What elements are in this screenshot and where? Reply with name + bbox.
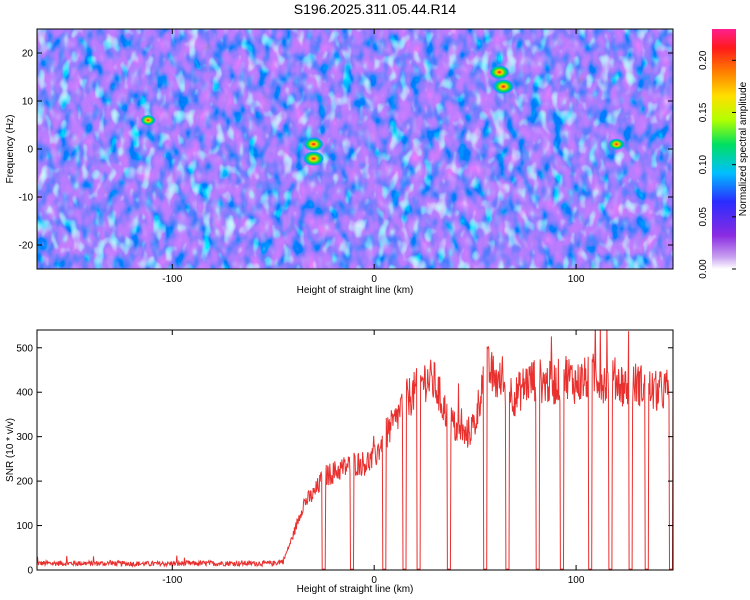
colorbar: 0.00 0.05 0.10 0.15 0.20 Normalized spectral… bbox=[698, 29, 749, 279]
snr-x-tick-label: 0 bbox=[371, 575, 377, 586]
colorbar-gradient bbox=[712, 29, 736, 269]
spectrogram-x-tick-label: 0 bbox=[371, 274, 377, 285]
spectrogram-y-tick-label: 0 bbox=[27, 145, 33, 156]
spectrogram-y-ticks: -20 -10 0 10 20 bbox=[19, 49, 673, 252]
colorbar-tick-label: 0.20 bbox=[698, 50, 709, 70]
snr-panel: -100 0 100 0 100 200 300 400 500 Height of stra… bbox=[5, 329, 674, 595]
spectrogram-x-tick-label: -100 bbox=[162, 274, 182, 285]
snr-x-label: Height of straight line (km) bbox=[297, 584, 414, 595]
colorbar-tick-label: 0.00 bbox=[698, 259, 709, 279]
snr-x-tick-label: 100 bbox=[568, 575, 585, 586]
colorbar-ticks: 0.00 0.05 0.10 0.15 0.20 bbox=[698, 50, 736, 279]
spectrogram-hotspots bbox=[140, 65, 625, 167]
snr-y-tick-label: 500 bbox=[16, 343, 33, 354]
colorbar-label: Normalized spectral amplitude bbox=[738, 81, 749, 216]
spectrogram-texture bbox=[37, 29, 673, 269]
spectrogram-hotspot bbox=[303, 137, 324, 152]
snr-y-tick-label: 0 bbox=[27, 566, 33, 577]
spectrogram-hotspot bbox=[489, 65, 510, 80]
colorbar-tick-label: 0.10 bbox=[698, 154, 709, 174]
colorbar-tick-label: 0.05 bbox=[698, 207, 709, 227]
snr-x-tick-label: -100 bbox=[162, 575, 182, 586]
spectrogram-hotspot bbox=[303, 151, 325, 167]
snr-series-line bbox=[37, 330, 673, 570]
spectrogram-x-ticks: -100 0 100 bbox=[162, 29, 585, 285]
spectrogram-hotspot bbox=[492, 79, 514, 95]
snr-y-label: SNR (10 * v/v) bbox=[5, 418, 16, 482]
snr-frame bbox=[36, 329, 674, 571]
snr-x-ticks: -100 0 100 bbox=[162, 330, 585, 586]
snr-y-tick-label: 300 bbox=[16, 432, 33, 443]
snr-y-tick-label: 400 bbox=[16, 388, 33, 399]
spectrogram-y-tick-label: 10 bbox=[22, 97, 34, 108]
snr-y-tick-label: 100 bbox=[16, 521, 33, 532]
spectrogram-hotspot bbox=[140, 114, 156, 126]
snr-y-tick-label: 200 bbox=[16, 477, 33, 488]
spectrogram-y-tick-label: -10 bbox=[19, 193, 34, 204]
spectrogram-y-tick-label: -20 bbox=[19, 241, 34, 252]
spectrogram-y-tick-label: 20 bbox=[22, 49, 34, 60]
spectrogram-x-tick-label: 100 bbox=[568, 274, 585, 285]
spectrogram-hotspot bbox=[608, 138, 625, 150]
spectrogram-y-label: Frequency (Hz) bbox=[5, 115, 16, 184]
colorbar-tick-label: 0.15 bbox=[698, 102, 709, 122]
snr-y-ticks: 0 100 200 300 400 500 bbox=[16, 343, 673, 577]
chart-title: S196.2025.311.05.44.R14 bbox=[293, 1, 457, 17]
spectrogram-x-label: Height of straight line (km) bbox=[297, 285, 414, 296]
